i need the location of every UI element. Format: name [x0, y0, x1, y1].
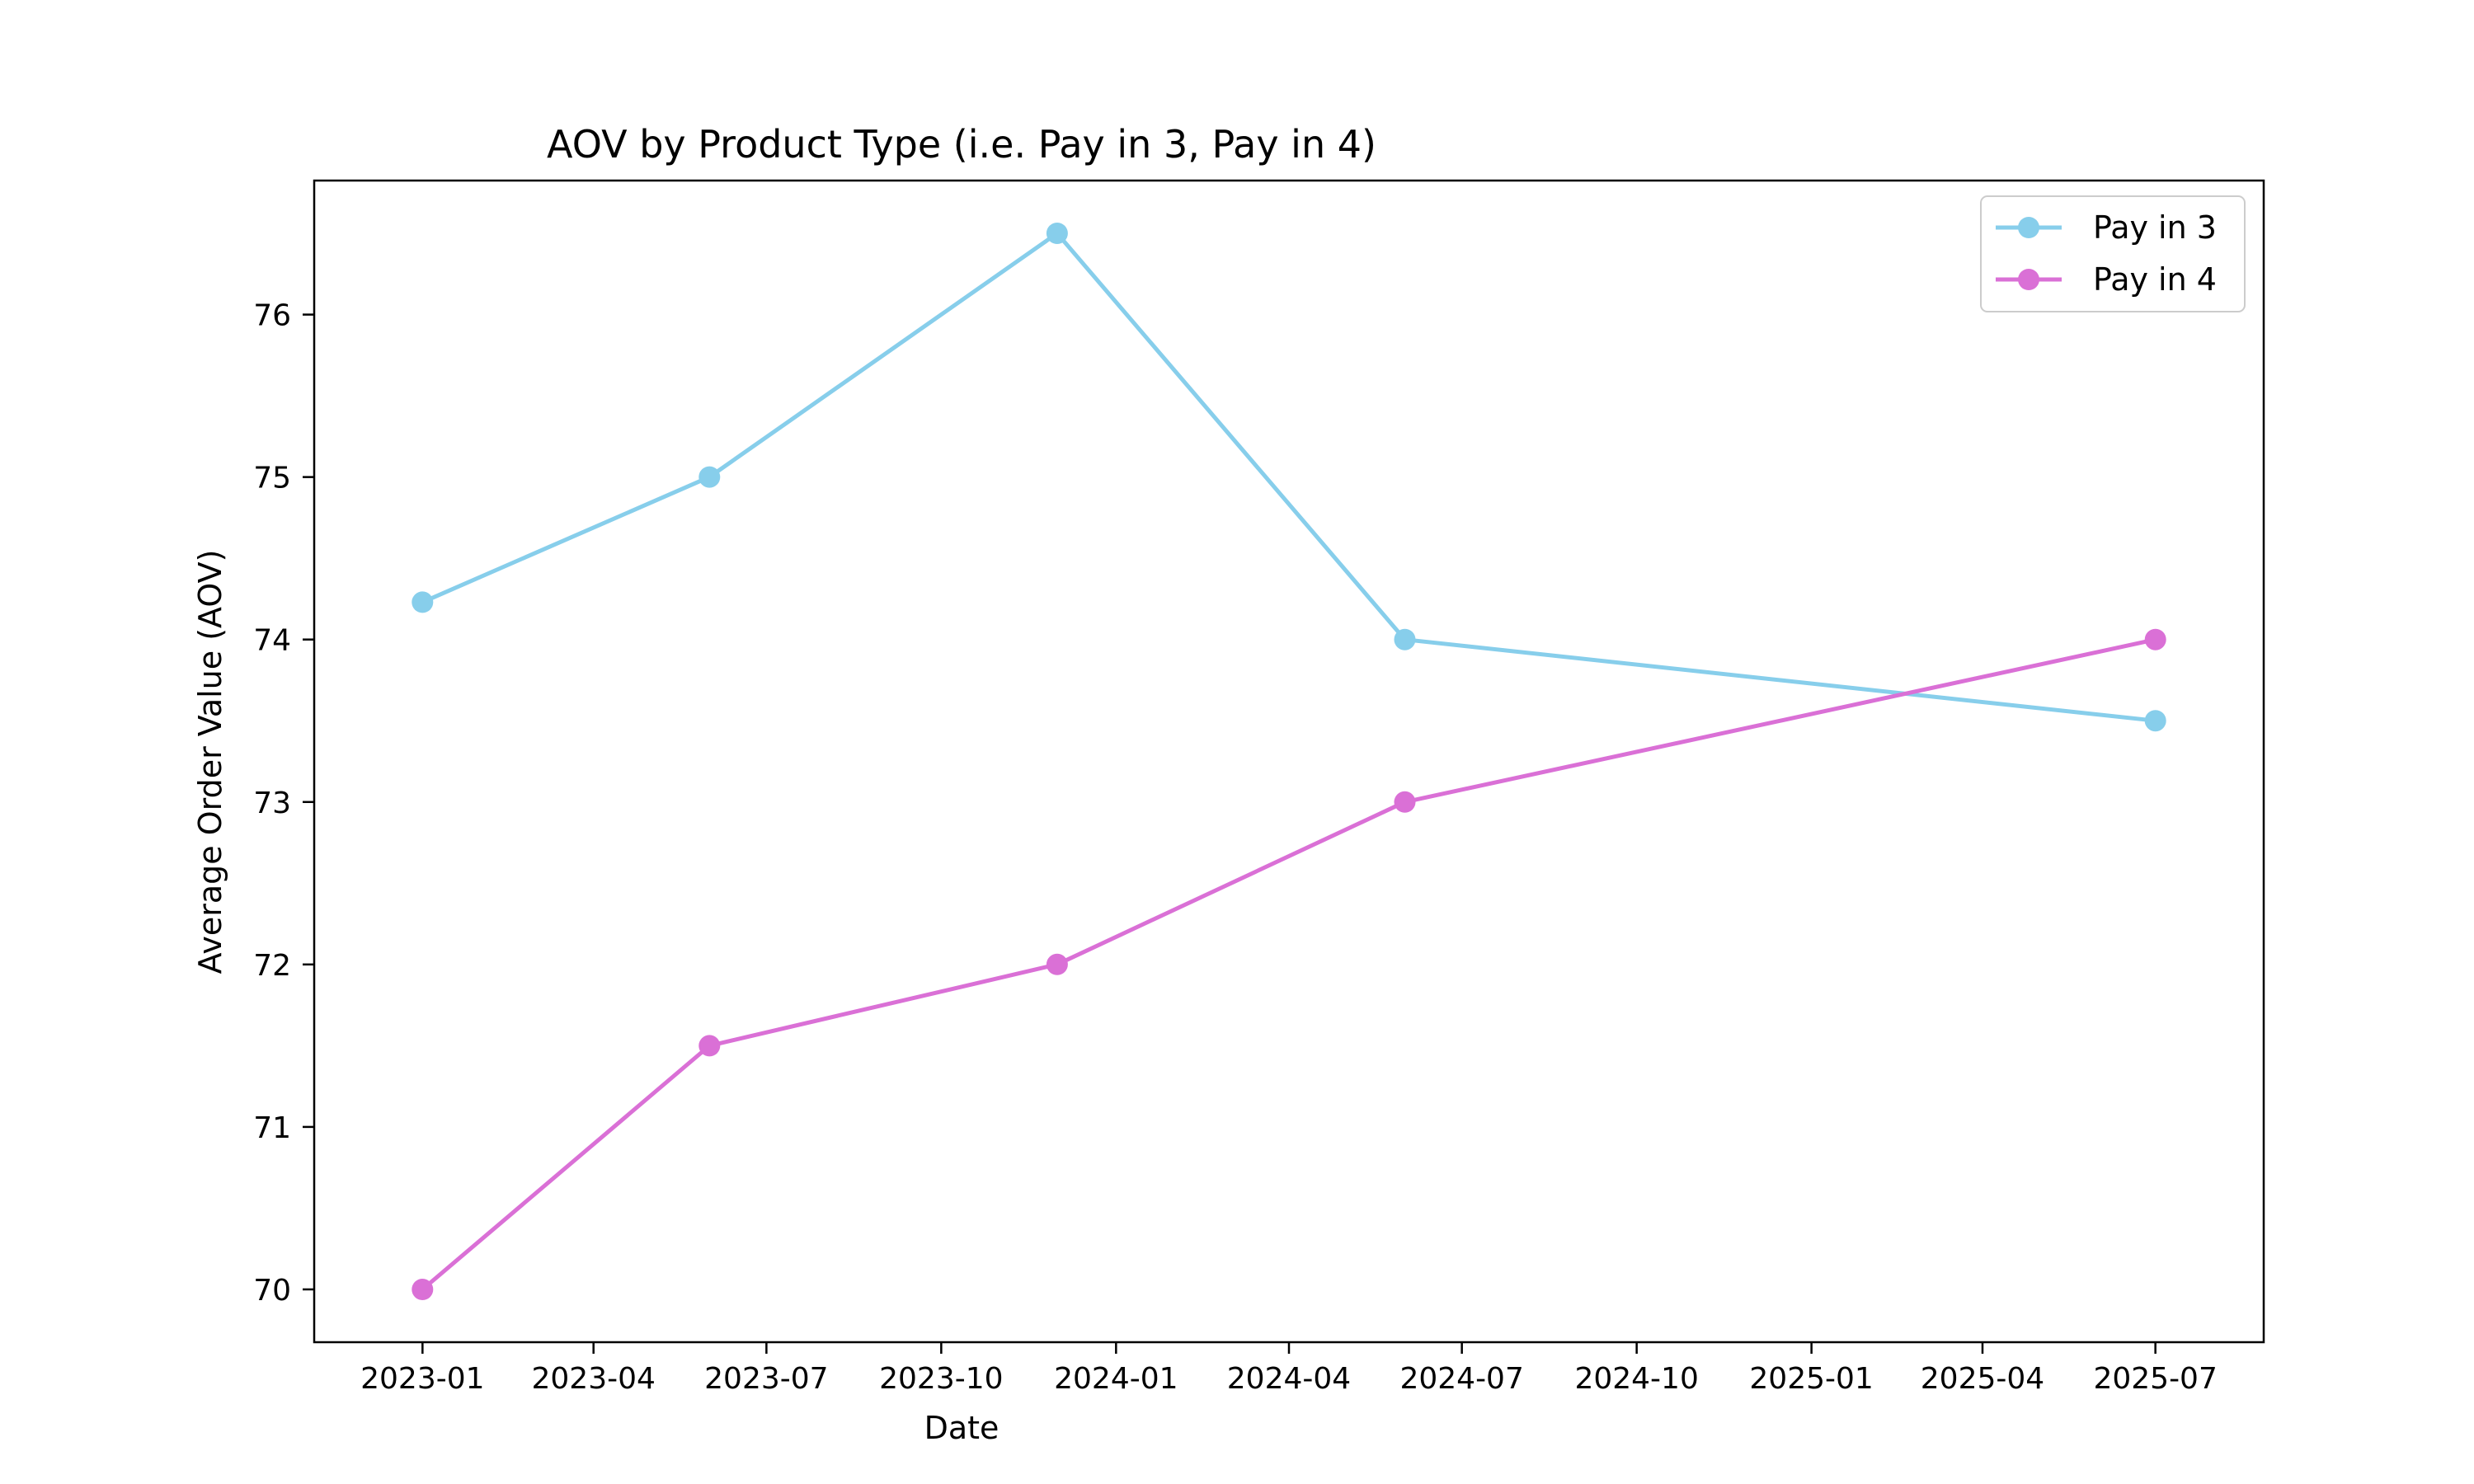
x-tick-label: 2024-04: [1227, 1362, 1351, 1396]
y-tick-label: 75: [253, 462, 291, 495]
y-tick-label: 76: [253, 299, 291, 333]
data-point: [2144, 628, 2166, 650]
data-point: [1394, 628, 1416, 650]
x-tick-label: 2023-01: [360, 1362, 484, 1396]
y-tick-label: 70: [253, 1274, 291, 1308]
data-point: [1394, 791, 1416, 813]
data-point: [698, 1035, 721, 1057]
data-point: [2144, 710, 2166, 732]
x-tick-label: 2023-10: [879, 1362, 1003, 1396]
x-tick-label: 2025-07: [2093, 1362, 2217, 1396]
legend-box: [1980, 195, 2246, 312]
y-tick-label: 74: [253, 624, 291, 658]
data-point: [412, 591, 434, 613]
series-line-2: [421, 637, 2157, 1291]
y-tick-label: 71: [253, 1111, 291, 1145]
data-point: [412, 1279, 434, 1300]
x-tick-label: 2024-07: [1399, 1362, 1523, 1396]
x-tick-label: 2023-04: [531, 1362, 655, 1396]
legend: Pay in 3 Pay in 4: [1980, 195, 2246, 312]
data-point: [1046, 953, 1068, 975]
x-tick-label: 2023-07: [704, 1362, 828, 1396]
x-tick-label: 2024-01: [1054, 1362, 1178, 1396]
x-tick-label: 2024-10: [1574, 1362, 1698, 1396]
legend-label: Pay in 4: [2093, 261, 2217, 298]
x-tick-label: 2025-01: [1749, 1362, 1873, 1396]
data-point: [1046, 223, 1068, 244]
legend-marker: [2018, 217, 2039, 238]
y-tick-label: 73: [253, 787, 291, 820]
x-axis-label: Date: [924, 1410, 999, 1446]
y-tick-label: 72: [253, 949, 291, 983]
legend-marker: [2018, 269, 2039, 290]
x-tick-label: 2025-04: [1921, 1362, 2044, 1396]
series-line-1: [421, 231, 2156, 723]
y-axis-label: Average Order Value (AOV): [192, 550, 228, 974]
axes: 2023-01 2023-04 2023-07 2023-10 2024-01 2024-…: [253, 179, 2265, 1396]
chart-title: AOV by Product Type (i.e. Pay in 3, Pay …: [547, 122, 1376, 167]
data-point: [698, 466, 721, 488]
plot-area: [412, 223, 2166, 1300]
legend-label: Pay in 3: [2093, 209, 2217, 246]
plot-frame: [313, 179, 2265, 1344]
